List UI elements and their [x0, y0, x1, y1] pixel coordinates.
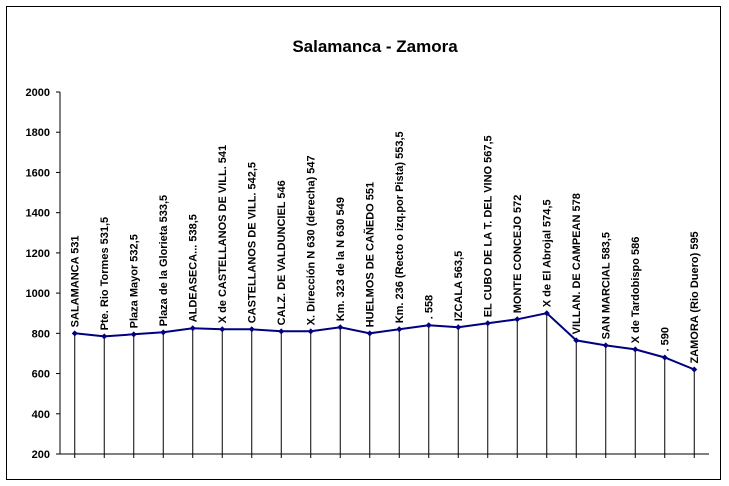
category-label: . 558 — [424, 295, 436, 319]
category-label: X de CASTELLANOS DE VILL. 541 — [217, 145, 229, 323]
data-point — [101, 333, 108, 340]
y-tick-label: 2000 — [26, 87, 50, 99]
y-tick-label: 1200 — [26, 248, 50, 260]
y-tick-label: 200 — [32, 449, 50, 461]
category-label: X de El Abrojal 574,5 — [542, 199, 554, 307]
category-label: EL CUBO DE LA T. DEL VINO 567,5 — [483, 135, 495, 317]
data-point — [455, 324, 462, 331]
category-label: ALDEASECA... 538,5 — [188, 214, 200, 322]
chart-title: Salamanca - Zamora — [292, 37, 458, 56]
category-label: Plaza Mayor 532,5 — [129, 234, 141, 328]
y-tick-label: 1800 — [26, 127, 50, 139]
data-point — [691, 366, 698, 373]
category-label: X. Dirección N 630 (derecha) 547 — [306, 155, 318, 325]
data-point — [160, 329, 167, 336]
category-label: VILLAN. DE CAMPEAN 578 — [571, 193, 583, 334]
data-point — [366, 330, 373, 337]
category-label: Plaza de la Glorieta 533,5 — [158, 195, 170, 326]
y-tick-label: 600 — [32, 369, 50, 381]
series-line — [74, 312, 695, 371]
data-point — [278, 328, 285, 335]
category-label: Km. 323 de la N 630 549 — [335, 197, 347, 321]
y-tick-label: 1400 — [26, 208, 50, 220]
data-point — [396, 326, 403, 333]
data-point — [484, 320, 491, 327]
data-point — [130, 331, 137, 338]
category-label: CALZ. DE VALDUNCIEL 546 — [276, 180, 288, 325]
data-point — [602, 342, 609, 349]
category-label: . 590 — [660, 327, 672, 351]
category-label: Km. 236 (Recto o izq.por Pista) 553,5 — [394, 131, 406, 323]
category-label: X de Tardobispo 586 — [630, 237, 642, 344]
data-point — [189, 325, 196, 332]
data-point — [573, 337, 580, 344]
category-label: HUELMOS DE CAÑEDO 551 — [364, 182, 377, 327]
data-point — [248, 326, 255, 333]
category-label: SAN MARCIAL 583,5 — [601, 232, 613, 339]
y-tick-label: 400 — [32, 409, 50, 421]
category-label: CASTELLANOS DE VILL. 542,5 — [247, 162, 259, 323]
data-point — [219, 326, 226, 333]
y-tick-label: 800 — [32, 328, 50, 340]
y-tick-label: 1600 — [26, 167, 50, 179]
data-point — [543, 310, 550, 317]
data-point — [425, 322, 432, 329]
plot-area: 200 400 600 800 1000 1200 1400 1600 1800 2000 SALA… — [26, 87, 709, 461]
chart-frame — [6, 6, 721, 480]
data-point — [71, 330, 78, 337]
category-label: IZCALA 563,5 — [453, 251, 465, 322]
data-point — [661, 354, 668, 361]
category-label: MONTE CONCEJO 572 — [512, 195, 524, 314]
category-label: Pte. Rio Tormes 531,5 — [99, 217, 111, 331]
data-point — [632, 346, 639, 353]
category-label: ZAMORA (Rio Duero) 595 — [689, 231, 701, 363]
data-point — [307, 328, 314, 335]
y-tick-label: 1000 — [26, 288, 50, 300]
category-label: SALAMANCA 531 — [70, 235, 82, 327]
data-point — [514, 316, 521, 323]
data-point — [337, 324, 344, 331]
